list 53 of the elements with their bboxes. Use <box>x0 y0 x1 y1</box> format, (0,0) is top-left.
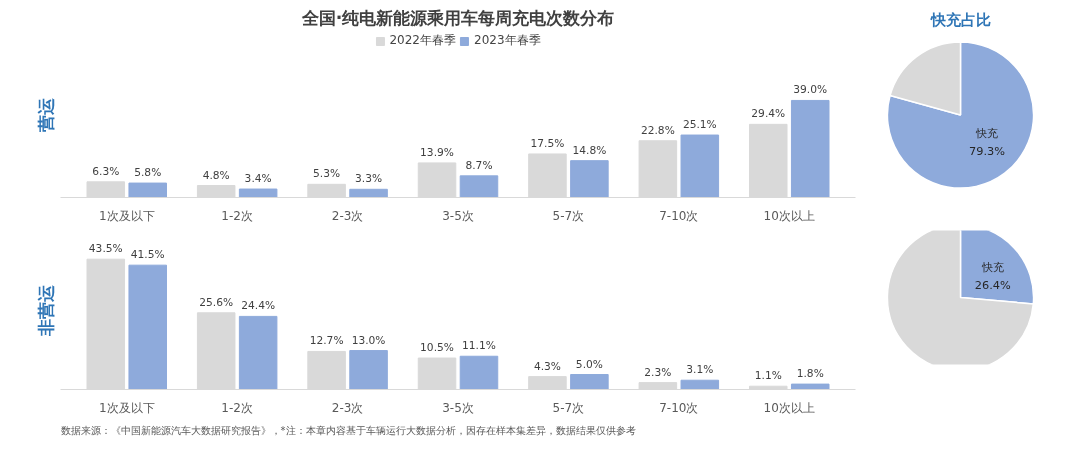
data-label: 25.1% <box>682 118 717 132</box>
x-tick-label: 2-3次 <box>331 208 364 223</box>
x-tick-label: 2-3次 <box>331 400 364 415</box>
data-label: 13.0% <box>351 333 386 347</box>
x-tick-label: 7-10次 <box>659 400 699 415</box>
source-note: 数据来源：《中国新能源汽车大数据研究报告》，*注：本章内容基于车辆运行大数据分析，因存在样本集差异，数据结果仅供参考 <box>60 424 636 436</box>
x-tick-label: 10次以上 <box>763 208 815 223</box>
data-label: 3.4% <box>244 172 272 186</box>
data-label: 1.8% <box>796 367 824 381</box>
data-label: 43.5% <box>88 242 123 256</box>
data-label: 5.0% <box>575 357 603 371</box>
y-axis-title: 营运 <box>35 97 56 133</box>
x-tick-label: 1-2次 <box>221 400 253 415</box>
data-label: 22.8% <box>640 123 675 137</box>
data-label: 11.1% <box>462 339 496 353</box>
slice-label: 快充 <box>975 125 999 140</box>
data-label: 39.0% <box>793 83 828 97</box>
chart-title: 全国·纯电新能源乘用车每周充电次数分布 <box>300 7 615 28</box>
slice-label: 快充 <box>980 259 1004 274</box>
data-label: 13.9% <box>420 145 454 159</box>
data-label: 25.6% <box>199 295 234 309</box>
x-tick-label: 7-10次 <box>659 208 699 223</box>
x-tick-label: 3-5次 <box>442 400 474 415</box>
data-label: 4.8% <box>202 168 230 182</box>
data-label: 26.4% <box>974 277 1012 292</box>
x-tick-label: 5-7次 <box>552 208 585 223</box>
data-label: 17.5% <box>530 136 565 150</box>
chart-title: 快充占比 <box>929 10 991 28</box>
data-label: 29.4% <box>751 107 786 121</box>
data-label: 6.3% <box>92 164 120 178</box>
data-label: 3.1% <box>686 363 714 377</box>
x-tick-label: 3-5次 <box>442 208 474 223</box>
legend-label: 2023年春季 <box>474 32 541 49</box>
x-tick-label: 10次以上 <box>763 400 815 415</box>
data-label: 12.7% <box>309 334 344 348</box>
data-label: 24.4% <box>241 299 276 313</box>
data-label: 5.3% <box>313 167 341 181</box>
data-label: 2.3% <box>644 365 672 379</box>
y-axis-title: 非营运 <box>35 283 56 337</box>
data-label: 8.7% <box>465 158 493 172</box>
data-label: 1.1% <box>754 369 782 383</box>
data-label: 41.5% <box>130 248 165 262</box>
data-label: 3.3% <box>355 172 383 186</box>
data-label: 5.8% <box>134 166 162 180</box>
x-tick-label: 1次及以下 <box>98 208 155 223</box>
data-label: 79.3% <box>969 143 1006 158</box>
data-label: 10.5% <box>420 341 454 355</box>
data-label: 14.8% <box>572 143 607 157</box>
data-label: 4.3% <box>533 359 561 373</box>
x-tick-label: 5-7次 <box>552 400 585 415</box>
legend-label: 2022年春季 <box>389 32 456 49</box>
x-tick-label: 1-2次 <box>221 208 253 223</box>
x-tick-label: 1次及以下 <box>98 400 155 415</box>
